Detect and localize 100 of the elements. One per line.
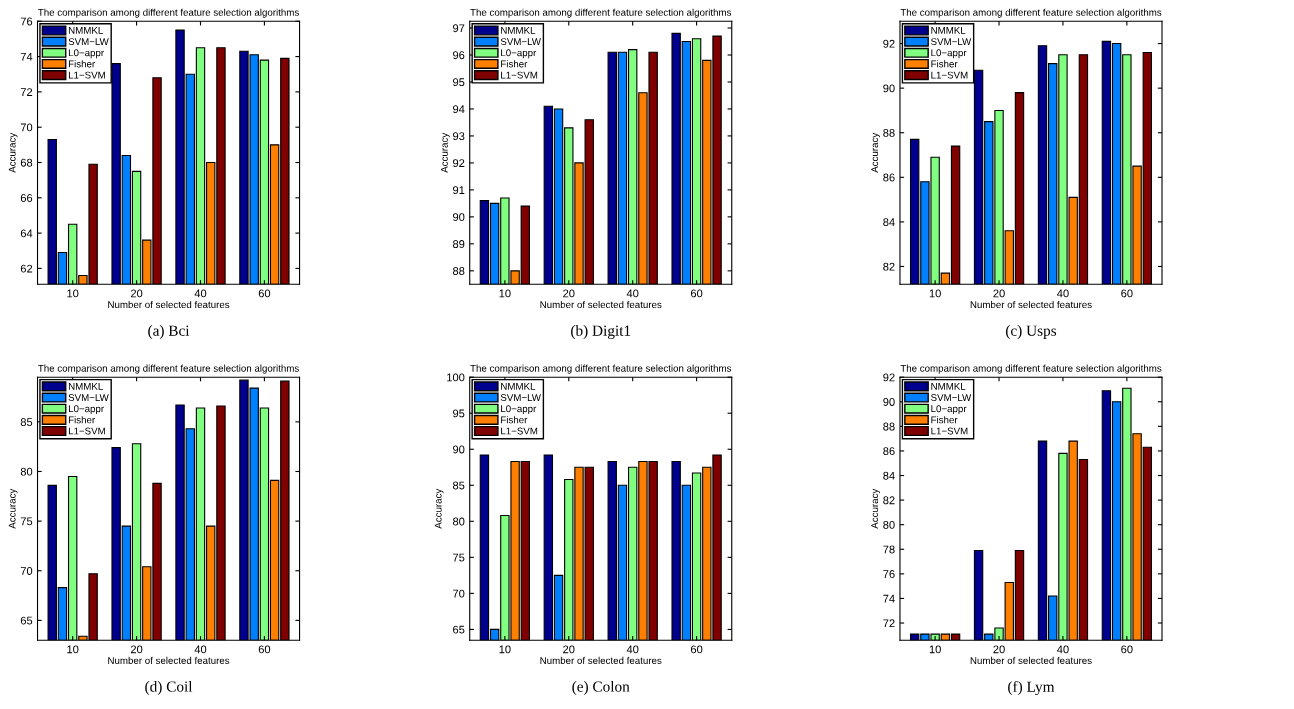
y-tick-label: 100 — [447, 373, 465, 382]
x-axis-title: Number of selected features — [970, 300, 1092, 309]
x-tick-label: 20 — [563, 645, 575, 654]
x-tick-label: 40 — [194, 645, 207, 654]
legend-label: Fisher — [68, 416, 95, 424]
legend-label: L0−appr — [68, 49, 104, 59]
legend-label: NMMKL — [931, 27, 966, 34]
y-tick-label: 70 — [20, 123, 33, 132]
legend-label: L1−SVM — [68, 427, 105, 435]
chart-title: The comparison among different feature selection algorithms — [470, 8, 732, 18]
y-tick-label: 88 — [883, 422, 895, 431]
legend-label: L0−appr — [501, 405, 537, 415]
y-tick-label: 72 — [883, 619, 895, 628]
legend-label: SVM−LW — [500, 394, 541, 401]
x-tick-label: 10 — [929, 289, 941, 298]
y-tick-label: 94 — [453, 105, 465, 114]
y-tick-label: 65 — [20, 616, 33, 625]
y-tick-label: 92 — [883, 373, 895, 382]
y-axis-title: Accuracy — [441, 132, 450, 173]
legend-label: SVM−LW — [68, 38, 109, 46]
legend-label: L0−appr — [931, 405, 967, 415]
x-tick-label: 10 — [67, 289, 79, 298]
y-tick-label: 66 — [20, 194, 33, 202]
x-axis-title: Number of selected features — [970, 656, 1092, 664]
x-tick-label: 10 — [499, 289, 511, 298]
legend-label: SVM−LW — [931, 394, 972, 401]
chart-title: The comparison among different feature selection algorithms — [470, 364, 732, 374]
x-tick-label: 20 — [130, 645, 143, 654]
x-axis-title: Number of selected features — [108, 300, 230, 309]
y-tick-label: 82 — [883, 496, 895, 505]
legend-label: L1−SVM — [68, 71, 105, 79]
y-tick-label: 90 — [883, 398, 895, 406]
y-tick-label: 86 — [883, 447, 895, 456]
y-tick-label: 88 — [452, 267, 465, 275]
y-tick-label: 72 — [20, 88, 33, 96]
legend-label: Fisher — [68, 60, 95, 68]
chart-title: The comparison among different feature selection algorithms — [38, 8, 299, 18]
legend-label: SVM−LW — [931, 38, 972, 46]
x-tick-label: 10 — [67, 645, 79, 654]
x-tick-label: 20 — [993, 289, 1005, 298]
y-tick-label: 70 — [20, 567, 33, 575]
y-tick-label: 93 — [453, 132, 465, 141]
x-tick-label: 40 — [194, 289, 207, 298]
x-axis-title: Number of selected features — [540, 656, 662, 664]
y-tick-label: 89 — [452, 240, 465, 248]
y-axis-title: Accuracy — [871, 488, 880, 529]
y-tick-label: 96 — [453, 51, 465, 60]
y-tick-label: 92 — [453, 159, 465, 168]
y-tick-label: 74 — [883, 594, 895, 603]
y-tick-label: 78 — [883, 545, 895, 554]
legend-label: NMMKL — [68, 383, 103, 390]
y-tick-label: 82 — [883, 262, 895, 271]
y-tick-label: 88 — [883, 128, 895, 137]
x-tick-label: 40 — [626, 645, 639, 654]
y-tick-label: 75 — [453, 553, 465, 562]
y-tick-label: 85 — [20, 418, 33, 426]
legend-label: L1−SVM — [501, 71, 538, 79]
y-tick-label: 70 — [453, 589, 465, 598]
y-tick-label: 65 — [453, 625, 465, 634]
y-tick-label: 91 — [453, 186, 465, 195]
y-tick-label: 92 — [883, 39, 895, 48]
x-tick-label: 10 — [929, 645, 941, 654]
legend-label: SVM−LW — [68, 394, 109, 401]
legend-label: Fisher — [501, 416, 528, 424]
y-tick-label: 62 — [20, 264, 33, 273]
legend-label: L1−SVM — [501, 427, 538, 435]
y-tick-label: 64 — [20, 229, 33, 238]
x-tick-label: 60 — [1121, 645, 1133, 654]
y-axis-title: Accuracy — [8, 132, 18, 173]
legend-label: SVM−LW — [500, 38, 541, 46]
x-tick-label: 60 — [258, 645, 271, 654]
chart-title: The comparison among different feature selection algorithms — [900, 364, 1162, 374]
y-tick-label: 84 — [883, 471, 895, 480]
x-tick-label: 20 — [563, 289, 575, 298]
x-tick-label: 60 — [258, 289, 271, 298]
y-tick-label: 95 — [453, 78, 465, 87]
legend-label: L0−appr — [68, 405, 104, 415]
y-tick-label: 80 — [883, 520, 895, 529]
legend-label: Fisher — [931, 416, 958, 424]
x-tick-label: 40 — [626, 289, 639, 298]
legend-label: NMMKL — [501, 27, 536, 34]
x-tick-label: 60 — [690, 289, 703, 298]
legend-label: NMMKL — [931, 383, 966, 390]
x-tick-label: 60 — [1121, 289, 1133, 298]
legend-label: NMMKL — [68, 27, 103, 34]
y-tick-label: 90 — [883, 84, 895, 93]
y-tick-label: 90 — [453, 445, 465, 454]
legend-label: Fisher — [931, 60, 958, 68]
y-tick-label: 76 — [20, 17, 33, 26]
x-tick-label: 40 — [1057, 289, 1069, 298]
y-tick-label: 85 — [452, 481, 465, 490]
legend-label: Fisher — [501, 60, 528, 68]
x-tick-label: 20 — [130, 289, 143, 298]
text: (d) Coil — [145, 681, 193, 695]
y-tick-label: 97 — [453, 24, 465, 33]
text: (b) Digit1 — [571, 325, 631, 339]
x-tick-label: 20 — [993, 645, 1005, 654]
chart-title: The comparison among different feature selection algorithms — [38, 364, 299, 374]
y-axis-title: Accuracy — [8, 488, 18, 529]
legend-label: L1−SVM — [931, 71, 968, 79]
